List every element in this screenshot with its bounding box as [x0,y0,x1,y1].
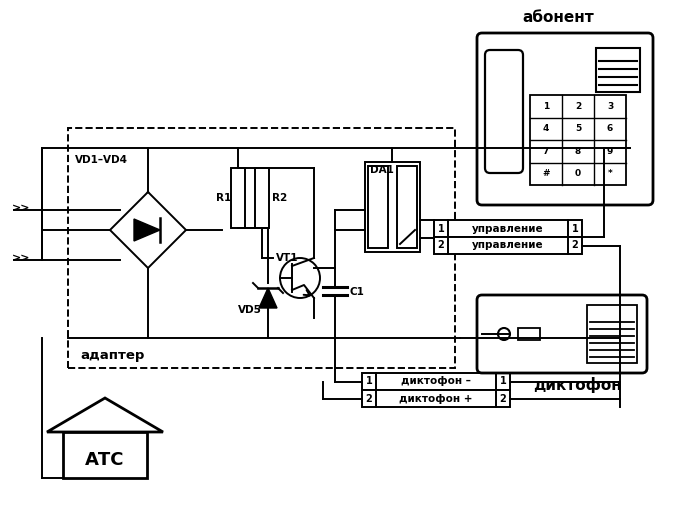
Bar [68,128,455,368]
Bar [397,166,417,248]
Text: >>: >> [12,253,31,263]
Text: 2: 2 [575,102,581,111]
Text: 1: 1 [571,224,578,233]
Bar [587,305,637,363]
Text: 1: 1 [438,224,445,233]
Bar [231,168,245,228]
Text: 1: 1 [366,376,373,387]
Text: диктофон +: диктофон + [399,394,473,403]
Text: 8: 8 [575,147,581,156]
Text: VD5: VD5 [238,305,262,315]
Text: 2: 2 [500,394,507,403]
Text: 6: 6 [607,124,613,133]
Text: диктофон: диктофон [533,377,621,393]
Bar [255,168,269,228]
Text: управление: управление [472,241,544,250]
Polygon shape [259,288,277,308]
Bar [530,95,626,185]
Polygon shape [134,219,160,241]
Bar [362,390,510,407]
FancyBboxPatch shape [477,295,647,373]
FancyBboxPatch shape [485,50,523,173]
Text: АТС: АТС [85,451,125,469]
Bar [365,162,420,252]
Bar [63,432,147,478]
Text: диктофон –: диктофон – [401,376,471,387]
Text: 1: 1 [500,376,507,387]
Text: 7: 7 [543,147,549,156]
Text: 2: 2 [571,241,578,250]
Text: абонент: абонент [522,11,594,26]
Bar [434,220,582,237]
Bar [434,237,582,254]
Text: *: * [607,169,612,178]
Text: #: # [542,169,550,178]
Text: 9: 9 [607,147,613,156]
Text: 1: 1 [543,102,549,111]
Text: VD1–VD4: VD1–VD4 [75,155,128,165]
Bar [368,166,388,248]
Bar [518,328,540,340]
Text: 2: 2 [366,394,373,403]
Text: DA1: DA1 [370,165,394,175]
Text: 2: 2 [438,241,445,250]
FancyBboxPatch shape [477,33,653,205]
Text: 5: 5 [575,124,581,133]
Text: VT1: VT1 [276,253,298,263]
Text: адаптер: адаптер [80,349,144,361]
Text: R1: R1 [216,193,232,203]
Bar [596,48,640,92]
Text: управление: управление [472,224,544,233]
Text: C1: C1 [350,287,365,297]
Text: 3: 3 [607,102,613,111]
Text: R2: R2 [272,193,287,203]
Text: 0: 0 [575,169,581,178]
Text: >>: >> [12,203,31,213]
Bar [362,373,510,390]
Text: 4: 4 [543,124,549,133]
